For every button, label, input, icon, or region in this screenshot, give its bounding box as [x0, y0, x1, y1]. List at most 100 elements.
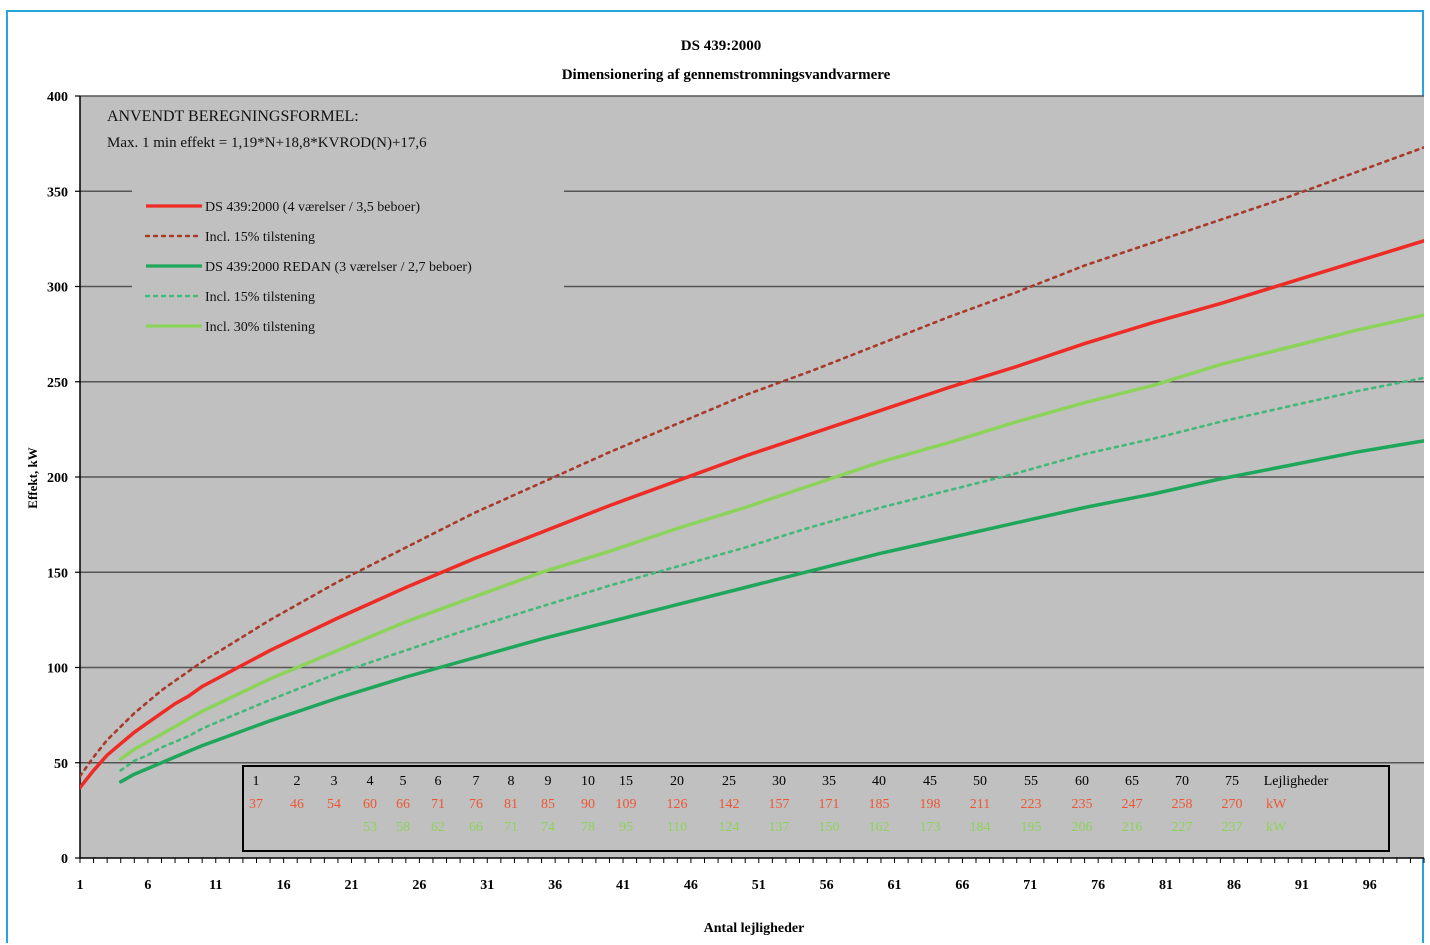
series-line-0 — [80, 239, 1424, 790]
x-tick-label: 81 — [1159, 878, 1173, 893]
table-n-cell: 15 — [619, 774, 633, 789]
table-red-cell: 81 — [504, 797, 518, 812]
formula-title: ANVENDT BEREGNINGSFORMEL: — [107, 108, 359, 125]
table-red-cell: 46 — [290, 797, 304, 812]
table-green-cell: 58 — [396, 820, 410, 835]
table-red-cell: 235 — [1072, 797, 1093, 812]
table-red-cell: 60 — [363, 797, 377, 812]
x-tick-label: 71 — [1023, 878, 1037, 893]
x-tick-label: 91 — [1295, 878, 1309, 893]
formula-text: Max. 1 min effekt = 1,19*N+18,8*KVROD(N)… — [107, 135, 427, 151]
x-axis-label: Antal lejligheder — [704, 921, 805, 936]
table-green-cell: 71 — [504, 820, 518, 835]
y-axis-label: Effekt, kW — [25, 447, 40, 508]
data-table: 1 2 3 4 5 6 7 8 9 10 15 20 25 30 35 40 45 50 55 60 65 70 75 Lej… — [242, 765, 1390, 852]
x-tick-label: 36 — [548, 878, 562, 893]
x-tick-label: 31 — [480, 878, 494, 893]
x-tick-label: 21 — [345, 878, 359, 893]
x-tick-label: 46 — [684, 878, 698, 893]
table-green-cell: 206 — [1072, 820, 1093, 835]
table-n-cell: 65 — [1125, 774, 1139, 789]
table-green-cell: 227 — [1172, 820, 1193, 835]
legend-label-0: DS 439:2000 (4 værelser / 3,5 beboer) — [205, 200, 420, 215]
table-green-cell: 237 — [1222, 820, 1243, 835]
table-green-cell: 78 — [581, 820, 595, 835]
table-red-cell: 71 — [431, 797, 445, 812]
chart-subtitle: Dimensionering af gennemstromningsvandva… — [562, 67, 891, 83]
series-line-1 — [80, 146, 1424, 778]
table-red-cell: 54 — [327, 797, 341, 812]
x-tick-label: 56 — [820, 878, 834, 893]
table-n-cell: 70 — [1175, 774, 1189, 789]
legend: DS 439:2000 (4 værelser / 3,5 beboer) Inc… — [132, 188, 564, 338]
table-red-cell: 258 — [1172, 797, 1193, 812]
table-red-cell: 223 — [1021, 797, 1042, 812]
table-green-unit: kW — [1266, 820, 1287, 835]
table-n-cell: 75 — [1225, 774, 1239, 789]
table-green-cell: 66 — [469, 820, 483, 835]
table-red-cell: 90 — [581, 797, 595, 812]
x-tick-label: 76 — [1091, 878, 1105, 893]
y-tick-label: 0 — [61, 852, 68, 867]
table-green-cell: 150 — [819, 820, 840, 835]
table-red-cell: 37 — [249, 797, 263, 812]
table-green-cell: 95 — [619, 820, 633, 835]
legend-label-4: Incl. 30% tilstening — [205, 320, 315, 335]
y-tick-label: 350 — [47, 185, 68, 200]
table-green-cell: 53 — [363, 820, 377, 835]
legend-label-1: Incl. 15% tilstening — [205, 230, 315, 245]
table-red-cell: 126 — [667, 797, 688, 812]
table-n-cell: 30 — [772, 774, 786, 789]
table-red-cell: 198 — [920, 797, 941, 812]
x-tick-label: 26 — [412, 878, 426, 893]
table-red-cell: 109 — [616, 797, 637, 812]
table-red-cell: 171 — [819, 797, 840, 812]
table-red-cell: 142 — [719, 797, 740, 812]
table-n-cell: 9 — [545, 774, 552, 789]
legend-label-2: DS 439:2000 REDAN (3 værelser / 2,7 bebo… — [205, 260, 472, 275]
table-red-cell: 247 — [1122, 797, 1143, 812]
table-red-cell: 185 — [869, 797, 890, 812]
table-red-cell: 66 — [396, 797, 410, 812]
table-red-cell: 76 — [469, 797, 483, 812]
y-tick-label: 300 — [47, 281, 68, 296]
series-line-3 — [119, 376, 1424, 772]
table-green-cell: 162 — [869, 820, 890, 835]
table-green-cell: 137 — [769, 820, 790, 835]
x-tick-label: 96 — [1363, 878, 1377, 893]
table-green-cell: 173 — [920, 820, 941, 835]
table-green-cell: 124 — [719, 820, 740, 835]
x-tick-label: 1 — [77, 878, 84, 893]
x-tick-label: 41 — [616, 878, 630, 893]
table-green-cell: 74 — [541, 820, 555, 835]
x-tick-label: 6 — [144, 878, 151, 893]
table-n-cell: 3 — [331, 774, 338, 789]
table-n-cell: 5 — [400, 774, 407, 789]
table-red-cell: 157 — [769, 797, 790, 812]
y-tick-label: 250 — [47, 376, 68, 391]
x-tick-label: 86 — [1227, 878, 1241, 893]
table-n-cell: 20 — [670, 774, 684, 789]
chart-title: DS 439:2000 — [681, 38, 761, 54]
y-tick-label: 100 — [47, 662, 68, 677]
table-n-cell: 10 — [581, 774, 595, 789]
table-n-cell: 8 — [508, 774, 515, 789]
y-tick-label: 50 — [54, 757, 68, 772]
series-line-4 — [118, 313, 1424, 761]
table-red-cell: 211 — [970, 797, 990, 812]
x-tick-label: 66 — [955, 878, 969, 893]
table-red-cell: 270 — [1222, 797, 1243, 812]
table-red-unit: kW — [1266, 797, 1287, 812]
table-green-cell: 184 — [970, 820, 991, 835]
table-n-cell: 55 — [1024, 774, 1038, 789]
table-green-cell: 110 — [667, 820, 687, 835]
table-n-cell: 45 — [923, 774, 937, 789]
table-n-cell: 7 — [473, 774, 480, 789]
table-n-cell: 4 — [367, 774, 374, 789]
table-n-cell: 40 — [872, 774, 886, 789]
table-red-cell: 85 — [541, 797, 555, 812]
x-tick-label: 51 — [752, 878, 766, 893]
y-tick-label: 200 — [47, 471, 68, 486]
table-n-cell: 2 — [294, 774, 301, 789]
